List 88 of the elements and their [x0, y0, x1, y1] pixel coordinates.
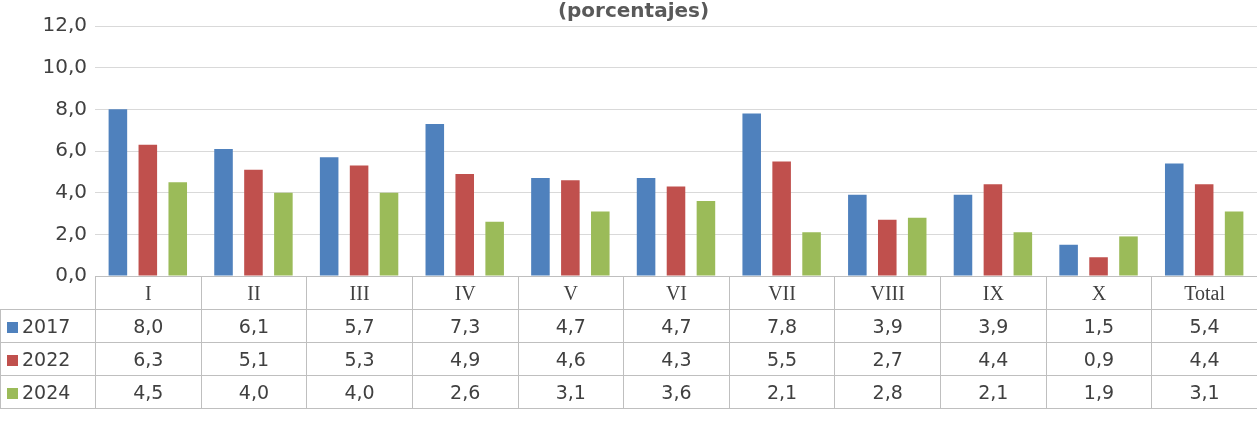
bar — [636, 178, 656, 276]
legend-label: 2024 — [0, 375, 96, 409]
legend-label: 2022 — [0, 342, 96, 376]
bar — [455, 173, 475, 276]
x-tick-label: V — [518, 276, 624, 310]
data-label: 4,4 — [940, 342, 1047, 376]
x-tick-label: VI — [623, 276, 730, 310]
bar — [1194, 184, 1214, 276]
x-tick-label: VIII — [834, 276, 941, 310]
x-tick-label: IX — [940, 276, 1047, 310]
bar — [379, 192, 399, 276]
data-label: 4,6 — [518, 342, 624, 376]
data-label: 5,7 — [306, 309, 413, 343]
y-tick-label: 6,0 — [55, 137, 87, 162]
bar — [907, 217, 927, 276]
bar — [168, 182, 188, 276]
bar — [1089, 257, 1108, 276]
bar — [319, 157, 339, 276]
bar — [848, 194, 867, 276]
bar — [349, 165, 369, 276]
data-label: 0,9 — [1046, 342, 1152, 376]
data-label: 8,0 — [95, 309, 202, 343]
data-label: 7,3 — [412, 309, 518, 343]
bar — [531, 178, 550, 276]
data-label: 5,5 — [729, 342, 835, 376]
data-label: 3,6 — [623, 375, 730, 409]
bar — [591, 211, 610, 276]
bar — [772, 161, 791, 276]
bar — [485, 221, 504, 276]
bar — [1119, 236, 1138, 276]
y-tick-label: 12,0 — [42, 12, 87, 37]
bar — [274, 192, 293, 276]
data-label: 5,4 — [1151, 309, 1257, 343]
data-label: 6,1 — [201, 309, 307, 343]
data-label: 4,7 — [623, 309, 730, 343]
bar — [244, 169, 263, 276]
bar — [877, 219, 897, 276]
bar — [214, 148, 233, 276]
data-label: 2,7 — [834, 342, 941, 376]
legend-label: 2017 — [0, 309, 96, 343]
data-label: 1,5 — [1046, 309, 1152, 343]
y-tick-label: 10,0 — [42, 53, 87, 78]
y-tick-label: 4,0 — [55, 178, 87, 203]
chart-title: (porcentajes) — [557, 0, 710, 23]
x-tick-label: IV — [412, 276, 518, 310]
bar — [696, 201, 716, 276]
data-label: 2,6 — [412, 375, 518, 409]
bar — [1013, 232, 1033, 276]
data-label: 4,0 — [201, 375, 307, 409]
data-label: 4,0 — [306, 375, 413, 409]
data-label: 3,9 — [940, 309, 1047, 343]
data-label: 5,3 — [306, 342, 413, 376]
data-label: 4,9 — [412, 342, 518, 376]
bar — [425, 123, 445, 276]
data-label: 4,7 — [518, 309, 624, 343]
y-tick-label: 0,0 — [55, 262, 87, 287]
bar — [742, 113, 761, 276]
x-tick-label: X — [1046, 276, 1152, 310]
data-label: 7,8 — [729, 309, 835, 343]
data-label: 2,1 — [729, 375, 835, 409]
bar — [953, 194, 973, 276]
data-label: 5,1 — [201, 342, 307, 376]
x-tick-label: I — [95, 276, 202, 310]
bar — [983, 184, 1003, 276]
data-label: 2,8 — [834, 375, 941, 409]
bar — [802, 232, 821, 276]
data-label: 3,1 — [518, 375, 624, 409]
y-tick-label: 2,0 — [55, 220, 87, 245]
data-label: 4,4 — [1151, 342, 1257, 376]
data-label: 2,1 — [940, 375, 1047, 409]
data-label: 4,3 — [623, 342, 730, 376]
bar — [1059, 244, 1078, 276]
x-tick-label: III — [306, 276, 413, 310]
bar — [1164, 163, 1184, 276]
data-label: 1,9 — [1046, 375, 1152, 409]
x-tick-label: II — [201, 276, 307, 310]
y-tick-label: 8,0 — [55, 95, 87, 120]
x-tick-label: VII — [729, 276, 835, 310]
bar — [561, 180, 580, 276]
x-tick-label: Total — [1151, 276, 1257, 310]
bar — [108, 109, 128, 276]
data-label: 3,9 — [834, 309, 941, 343]
data-label: 4,5 — [95, 375, 202, 409]
bar — [1224, 211, 1244, 276]
data-label: 6,3 — [95, 342, 202, 376]
bar — [666, 186, 686, 276]
data-label: 3,1 — [1151, 375, 1257, 409]
bar — [138, 144, 158, 276]
